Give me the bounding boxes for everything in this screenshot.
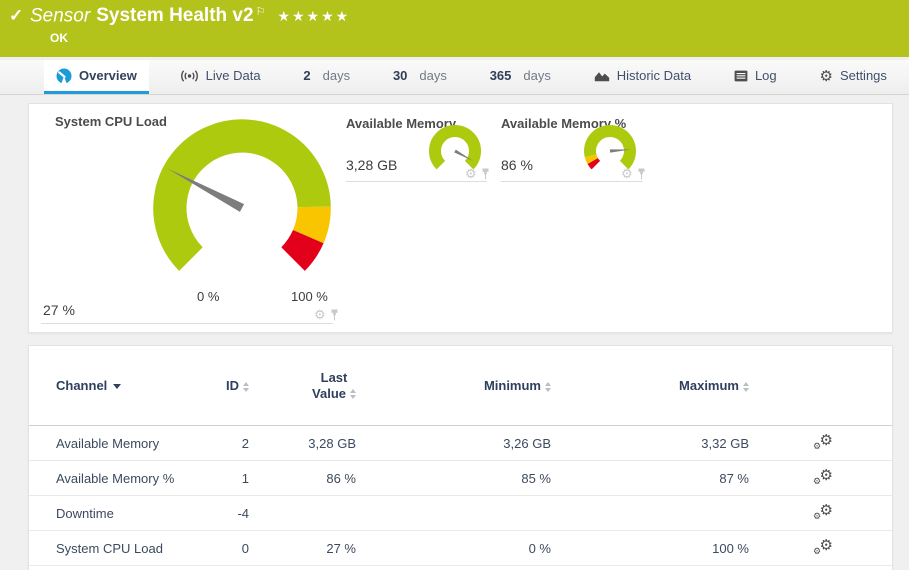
gauge-title-mem: Available Memory: [346, 116, 457, 131]
log-list-icon: [734, 70, 748, 81]
cell-last-value: 27 %: [326, 540, 356, 556]
sort-desc-icon: [113, 384, 122, 390]
gauges-panel: System CPU Load 0 % 100 % 27 % ⚙ Availab…: [28, 103, 893, 333]
cell-id: 0: [241, 540, 249, 556]
cell-maximum: 100 %: [712, 540, 749, 556]
table-header-row: Channel ID Last Value Minimum Maximum: [29, 346, 892, 426]
widget-action-icons: ⚙: [621, 166, 647, 182]
cell-maximum: 87 %: [719, 470, 749, 486]
widget-divider: [346, 181, 487, 182]
gauge-title-memp: Available Memory %: [501, 116, 627, 131]
table-row: System CPU Load 0 27 % 0 % 100 % ⚙ ⚙: [29, 531, 892, 566]
cell-minimum: 3,26 GB: [503, 435, 551, 451]
tab-bar: Overview Live Data 2 days 30 days 365 da…: [0, 60, 909, 95]
channel-settings-icon[interactable]: ⚙ ⚙: [813, 431, 833, 451]
tab-label: Settings: [839, 68, 887, 83]
gear-icon[interactable]: ⚙: [465, 166, 477, 181]
tab-365-days[interactable]: 365 days: [478, 60, 563, 94]
gear-icon[interactable]: ⚙: [621, 166, 633, 181]
channel-link[interactable]: Downtime: [56, 505, 114, 521]
tab-live-data[interactable]: Live Data: [168, 60, 273, 94]
sensor-header-bar: ✓ Sensor System Health v2 ⚐ ★★★★★ OK: [0, 0, 909, 57]
tab-30-days[interactable]: 30 days: [381, 60, 459, 94]
cell-id: -4: [237, 505, 249, 521]
flag-icon[interactable]: ⚐: [255, 6, 266, 18]
gauge-title-cpu: System CPU Load: [55, 114, 167, 129]
cpu-load-gauge: [153, 119, 331, 271]
cell-id: 2: [241, 435, 249, 451]
gauge-value-cpu: 27 %: [43, 302, 75, 318]
available-memory-pct-gauge: [584, 125, 636, 170]
column-header-id[interactable]: ID: [206, 378, 249, 393]
status-badge: OK: [50, 31, 68, 45]
tab-unit: days: [419, 68, 447, 83]
gauge-value-memp: 86 %: [501, 157, 533, 173]
gear-icon: ⚙: [819, 67, 833, 85]
pin-icon[interactable]: [329, 309, 340, 321]
channel-settings-icon[interactable]: ⚙ ⚙: [813, 501, 833, 521]
widget-action-icons: ⚙: [314, 307, 340, 323]
tab-unit: days: [322, 68, 351, 83]
column-header-maximum[interactable]: Maximum: [551, 378, 749, 393]
sort-icon: [545, 381, 551, 392]
tab-historic-data[interactable]: Historic Data: [582, 60, 703, 94]
tab-number: 2: [303, 68, 311, 83]
column-header-last-value[interactable]: Last Value: [249, 370, 356, 402]
tab-label: Live Data: [205, 68, 261, 83]
gear-icon[interactable]: ⚙: [314, 307, 326, 322]
tab-label: Historic Data: [616, 68, 692, 83]
gauge-scale-min: 0 %: [197, 289, 220, 304]
tab-unit: days: [523, 68, 551, 83]
widget-action-icons: ⚙: [465, 166, 491, 182]
area-chart-icon: [594, 72, 609, 82]
channel-settings-icon[interactable]: ⚙ ⚙: [813, 466, 833, 486]
sort-icon: [743, 381, 749, 392]
tab-number: 30: [392, 68, 408, 83]
gauge-icon: [56, 68, 72, 84]
tab-settings[interactable]: ⚙ Settings: [807, 60, 898, 94]
cell-minimum: 0 %: [528, 540, 551, 556]
cell-minimum: 85 %: [521, 470, 551, 486]
channel-link[interactable]: Available Memory: [56, 435, 160, 451]
pin-icon[interactable]: [480, 168, 491, 180]
sort-icon: [243, 381, 249, 392]
tab-label: Log: [754, 68, 777, 83]
available-memory-gauge: [429, 125, 481, 170]
column-header-channel[interactable]: Channel: [56, 378, 206, 393]
sensor-title-line: Sensor System Health v2 ⚐ ★★★★★: [30, 5, 350, 27]
tab-label: Overview: [79, 68, 137, 83]
pin-icon[interactable]: [636, 168, 647, 180]
priority-stars[interactable]: ★★★★★: [277, 8, 351, 25]
gauge-needle: [609, 149, 631, 153]
channel-link[interactable]: Available Memory %: [56, 470, 175, 486]
cell-last-value: 86 %: [326, 470, 356, 486]
widget-divider: [501, 181, 643, 182]
channels-table-panel: Channel ID Last Value Minimum Maximum Av…: [28, 345, 893, 570]
live-broadcast-icon: [180, 69, 198, 82]
tab-overview[interactable]: Overview: [44, 60, 149, 94]
table-row: Available Memory 2 3,28 GB 3,26 GB 3,32 …: [29, 426, 892, 461]
cell-last-value: 3,28 GB: [308, 435, 356, 451]
sort-icon: [350, 389, 356, 400]
page-title: System Health v2: [96, 5, 254, 27]
widget-divider: [41, 323, 333, 324]
status-check-icon: ✓: [9, 6, 24, 25]
cell-maximum: 3,32 GB: [701, 435, 749, 451]
gauge-needle: [454, 149, 474, 162]
channel-link[interactable]: System CPU Load: [56, 540, 163, 556]
gauge-needle: [167, 168, 245, 212]
table-row: Available Memory % 1 86 % 85 % 87 % ⚙ ⚙: [29, 461, 892, 496]
tab-log[interactable]: Log: [722, 60, 789, 94]
gauge-scale-max: 100 %: [291, 289, 328, 304]
object-kind-label: Sensor: [30, 5, 91, 27]
cell-id: 1: [241, 470, 249, 486]
gauge-value-mem: 3,28 GB: [346, 157, 398, 173]
tab-number: 365: [489, 68, 512, 83]
channel-settings-icon[interactable]: ⚙ ⚙: [813, 536, 833, 556]
column-header-minimum[interactable]: Minimum: [356, 378, 551, 393]
tab-2-days[interactable]: 2 days: [291, 60, 362, 94]
table-row: Downtime -4 ⚙ ⚙: [29, 496, 892, 531]
